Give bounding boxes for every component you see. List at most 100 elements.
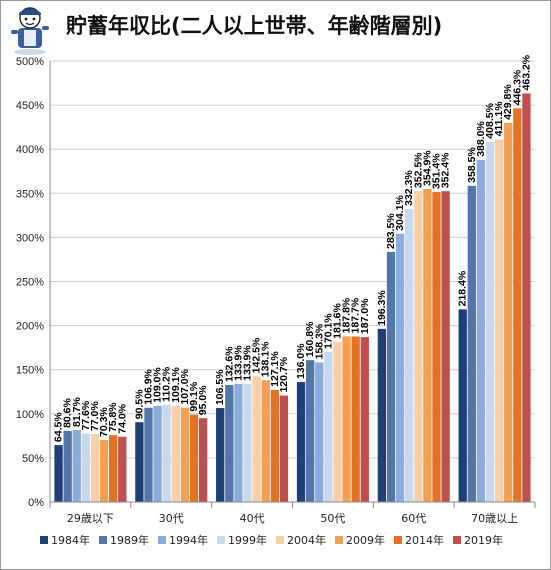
- bar: [414, 191, 423, 502]
- bar: [423, 188, 432, 502]
- data-label: 70.3%: [98, 407, 110, 437]
- legend-swatch: [158, 536, 166, 544]
- bar: [63, 430, 72, 502]
- bar: [485, 141, 495, 502]
- x-category-label: 60代: [401, 512, 426, 525]
- data-label: 75.8%: [107, 402, 119, 432]
- legend-swatch: [276, 536, 284, 544]
- bar: [109, 435, 118, 502]
- data-label: 95.0%: [197, 385, 209, 415]
- y-tick-label: 150%: [16, 365, 44, 377]
- data-label: 408.5%: [484, 102, 496, 138]
- data-label: 388.0%: [475, 121, 487, 157]
- data-label: 170.1%: [322, 313, 334, 349]
- legend-swatch: [217, 536, 225, 544]
- data-label: 120.7%: [278, 356, 290, 392]
- axes: [49, 61, 536, 508]
- data-label: 196.3%: [376, 290, 388, 326]
- bar: [315, 362, 324, 502]
- data-label: 283.5%: [385, 213, 397, 249]
- bar: [198, 418, 208, 502]
- legend-label: 2014年: [405, 533, 444, 547]
- bar: [513, 108, 522, 502]
- x-category-label: 30代: [159, 512, 184, 525]
- data-label: 132.6%: [223, 346, 235, 382]
- chart-title: 貯蓄年収比(二人以上世帯、年齢階層別): [66, 14, 443, 38]
- bar: [252, 376, 261, 502]
- bar: [342, 336, 351, 502]
- legend-label: 2019年: [464, 533, 503, 547]
- data-labels: 64.5%80.6%81.7%77.6%77.0%70.3%75.8%74.0%…: [53, 54, 533, 442]
- bar: [135, 422, 144, 502]
- legend-swatch: [453, 536, 461, 544]
- bar: [225, 385, 234, 502]
- x-category-label: 70歳以上: [471, 512, 518, 525]
- data-label: 352.4%: [440, 152, 452, 188]
- bar: [386, 251, 396, 502]
- data-label: 106.5%: [214, 369, 226, 405]
- data-label: 106.9%: [142, 368, 154, 404]
- bar: [360, 337, 369, 502]
- data-label: 354.9%: [421, 150, 433, 186]
- bar: [153, 405, 162, 502]
- bar: [351, 336, 360, 502]
- data-label: 80.6%: [62, 397, 74, 427]
- data-label: 187.8%: [341, 297, 353, 333]
- data-label: 352.5%: [412, 152, 424, 188]
- legend: 1984年 1989年 1994年 1999年 2004年 2009年 2014年 2019年: [40, 533, 503, 547]
- data-label: 218.4%: [457, 270, 469, 306]
- x-category-label: 29歳以下: [67, 512, 114, 525]
- bar: [324, 351, 333, 502]
- bar: [81, 433, 91, 502]
- data-label: 109.1%: [170, 366, 182, 402]
- data-label: 64.5%: [53, 412, 65, 442]
- bar: [333, 341, 342, 502]
- bar: [234, 383, 243, 502]
- y-tick-label: 400%: [16, 144, 44, 156]
- data-label: 181.6%: [331, 303, 343, 339]
- bar: [72, 429, 81, 502]
- bar: [54, 445, 63, 502]
- data-label: 358.5%: [466, 147, 478, 183]
- bar: [90, 434, 100, 502]
- y-tick-label: 50%: [22, 453, 44, 465]
- data-label: 332.3%: [403, 170, 415, 206]
- bar: [405, 208, 414, 502]
- data-label: 136.0%: [295, 343, 307, 379]
- data-label: 110.2%: [161, 366, 173, 402]
- y-tick-label: 500%: [16, 56, 44, 68]
- legend-swatch: [335, 536, 343, 544]
- legend-label: 2004年: [287, 533, 326, 547]
- legend-label: 1989年: [110, 533, 149, 547]
- data-label: 463.2%: [520, 54, 532, 90]
- data-label: 81.7%: [71, 397, 83, 427]
- bar: [296, 382, 306, 502]
- data-label: 109.0%: [152, 367, 164, 403]
- bar: [99, 439, 109, 502]
- data-label: 77.6%: [80, 400, 92, 430]
- data-label: 160.8%: [304, 321, 316, 357]
- legend-swatch: [40, 536, 48, 544]
- data-label: 74.0%: [116, 403, 128, 433]
- x-axis-categories: 29歳以下 30代 40代 50代 60代 70歳以上: [67, 512, 518, 525]
- bar: [306, 360, 315, 502]
- y-axis-ticks: 0% 50% 100% 150% 200% 250% 300% 350% 400% 450% 500…: [16, 56, 44, 509]
- bar: [395, 233, 405, 502]
- data-label: 187.0%: [359, 298, 371, 334]
- bar: [441, 191, 450, 502]
- bar: [494, 139, 504, 503]
- y-tick-label: 200%: [16, 321, 44, 333]
- bar: [522, 93, 531, 502]
- data-label: 138.1%: [260, 341, 272, 377]
- data-label: 127.1%: [269, 351, 281, 387]
- data-label: 90.5%: [133, 389, 145, 419]
- bar: [504, 122, 513, 503]
- bar: [432, 192, 441, 503]
- data-label: 77.0%: [89, 401, 101, 431]
- data-label: 107.0%: [179, 368, 191, 404]
- y-tick-label: 250%: [16, 277, 44, 289]
- mascot-icon: [11, 7, 49, 55]
- legend-label: 1984年: [51, 533, 90, 547]
- bar: [162, 404, 171, 502]
- bar: [270, 389, 279, 502]
